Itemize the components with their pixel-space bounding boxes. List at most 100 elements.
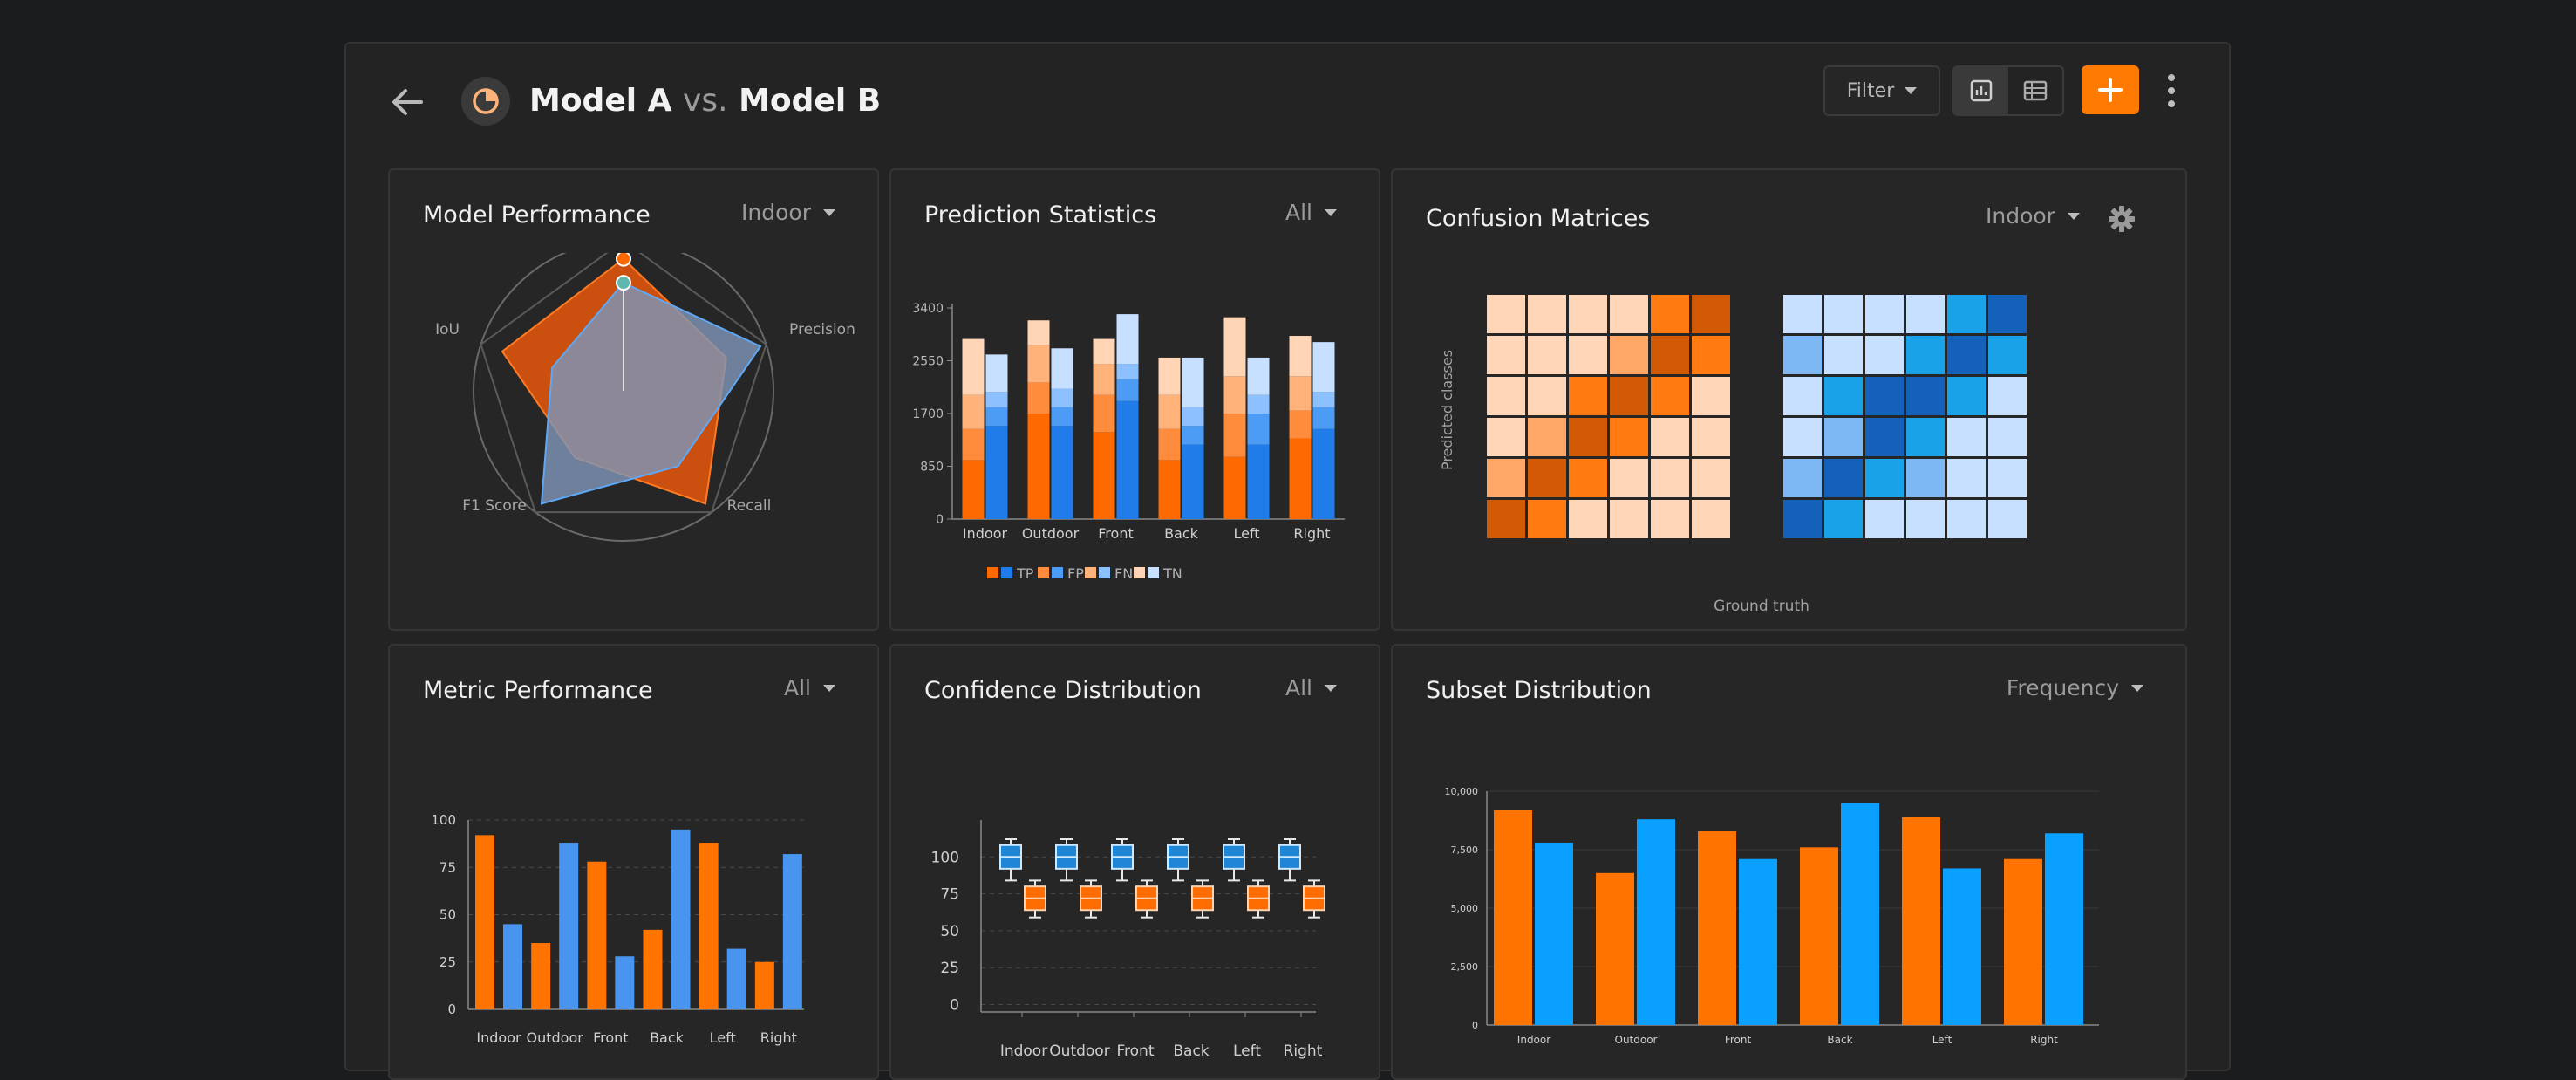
panel-dropdown[interactable]: Indoor	[741, 200, 835, 225]
x-tick-label: Right	[1293, 525, 1330, 542]
heatmap-cell-b	[1906, 418, 1945, 456]
heatmap-cell-b	[1988, 418, 2027, 456]
x-tick-label: Indoor	[1517, 1034, 1550, 1046]
bar-tp	[1312, 428, 1335, 519]
heatmap-cell-a	[1692, 418, 1730, 456]
filter-button[interactable]: Filter	[1823, 65, 1940, 116]
heatmap-cell-a	[1610, 336, 1648, 374]
bar-tn	[1223, 317, 1246, 377]
bar-fn	[1312, 392, 1335, 407]
chevron-down-icon	[1325, 684, 1337, 692]
heatmap-cell-a	[1569, 377, 1607, 415]
y-tick-label: 100	[931, 849, 959, 866]
bar-tp	[1289, 438, 1312, 519]
page-title: Model A vs. Model B	[529, 83, 882, 119]
bar-tp	[962, 460, 985, 519]
more-options-button[interactable]	[2158, 68, 2184, 113]
bar-fn	[985, 392, 1008, 407]
bar-model-b	[503, 924, 522, 1009]
y-tick-label: 50	[440, 907, 456, 923]
radar-grid	[480, 253, 767, 514]
heatmap-cell-a	[1692, 295, 1730, 333]
heatmap-cell-b	[1865, 377, 1904, 415]
y-tick-label: 0	[936, 513, 944, 527]
chevron-down-icon	[2067, 212, 2080, 220]
bar-tp	[1027, 414, 1050, 519]
heatmap-cell-a	[1487, 418, 1525, 456]
heatmap-cell-a	[1692, 336, 1730, 374]
heatmap-cell-b	[1906, 377, 1945, 415]
x-tick-label: Left	[1233, 525, 1259, 542]
heatmap-cell-b	[1783, 336, 1822, 374]
bar-tp	[1158, 460, 1181, 519]
bar-fp	[1093, 394, 1115, 433]
y-tick-label: 5,000	[1451, 903, 1479, 914]
radar-outer-ring	[473, 253, 774, 542]
bar-tp	[1116, 400, 1139, 519]
bar-fn	[1027, 345, 1050, 383]
bar-model-a	[1902, 817, 1940, 1025]
heatmap-cell-a	[1528, 295, 1566, 333]
bar-model-a	[1800, 847, 1838, 1025]
heatmap-cell-b	[1947, 336, 1986, 374]
heatmap-cell-b	[1988, 377, 2027, 415]
bar-model-a	[587, 861, 607, 1009]
radar-axis-label: Recall	[727, 497, 772, 515]
heatmap-cell-a	[1651, 336, 1689, 374]
filter-label: Filter	[1846, 79, 1895, 102]
bar-fp	[985, 407, 1008, 427]
x-tick-label: Outdoor	[1022, 525, 1080, 542]
legend-swatch-b	[1099, 567, 1110, 578]
x-tick-label: Outdoor	[1615, 1034, 1658, 1046]
confusion-heatmaps: Ground truth Predicted classes	[1439, 295, 2027, 615]
chevron-down-icon	[2131, 684, 2143, 692]
heatmap-cell-b	[1824, 418, 1863, 456]
bar-tp	[1093, 432, 1115, 519]
heatmap-cell-a	[1528, 377, 1566, 415]
table-view-button[interactable]	[2008, 67, 2062, 114]
x-tick-label: Back	[650, 1029, 685, 1046]
back-arrow-icon[interactable]	[388, 82, 428, 122]
heatmap-cell-b	[1824, 459, 1863, 497]
chart-view-button[interactable]	[1954, 67, 2008, 114]
bar-fn	[1247, 394, 1270, 414]
panel-dropdown[interactable]: All	[784, 675, 835, 701]
confidence-distribution-panel: Confidence Distribution All 0 25 50 75 100 In…	[889, 644, 1380, 1080]
bar-tn	[1093, 338, 1115, 365]
x-tick-label: Back	[1173, 1042, 1209, 1060]
legend-swatch-a	[1085, 567, 1096, 578]
bar-fp	[1289, 410, 1312, 439]
x-tick-label: Right	[1284, 1042, 1323, 1060]
panel-dropdown[interactable]: Frequency	[2007, 675, 2143, 701]
settings-gear-icon[interactable]	[2108, 205, 2136, 236]
heatmap-cell-a	[1692, 377, 1730, 415]
x-tick-label: Left	[710, 1029, 736, 1046]
heatmap-cell-a	[1569, 500, 1607, 538]
add-button[interactable]	[2082, 65, 2139, 114]
legend-label: TN	[1162, 565, 1182, 582]
x-tick-label: Indoor	[963, 525, 1008, 542]
radar-axis-label: IoU	[435, 321, 460, 338]
heatmap-cell-a	[1569, 336, 1607, 374]
bar-model-b	[559, 843, 579, 1009]
panel-dropdown[interactable]: All	[1285, 200, 1337, 225]
heatmap-cell-b	[1906, 295, 1945, 333]
heatmap-cell-a	[1651, 295, 1689, 333]
heatmap-cell-a	[1487, 336, 1525, 374]
heatmap-cell-b	[1865, 295, 1904, 333]
heatmap-cell-b	[1783, 377, 1822, 415]
dashboard-frame: Model A vs. Model B Filter Model Perform…	[344, 42, 2231, 1080]
bar-tn	[985, 354, 1008, 393]
bar-fp	[1247, 414, 1270, 445]
legend-swatch-a	[1134, 567, 1145, 578]
legend-swatch-a	[1038, 567, 1049, 578]
bar-chart-icon	[1970, 79, 1993, 102]
heatmap-cell-a	[1528, 336, 1566, 374]
panel-dropdown[interactable]: All	[1285, 675, 1337, 701]
bar-fp	[1312, 407, 1335, 429]
bar-fp	[1027, 382, 1050, 414]
bar-fp	[1158, 428, 1181, 461]
heatmap-cell-b	[1947, 500, 1986, 538]
bar-fp	[1051, 407, 1073, 427]
panel-dropdown[interactable]: Indoor	[1986, 203, 2080, 229]
